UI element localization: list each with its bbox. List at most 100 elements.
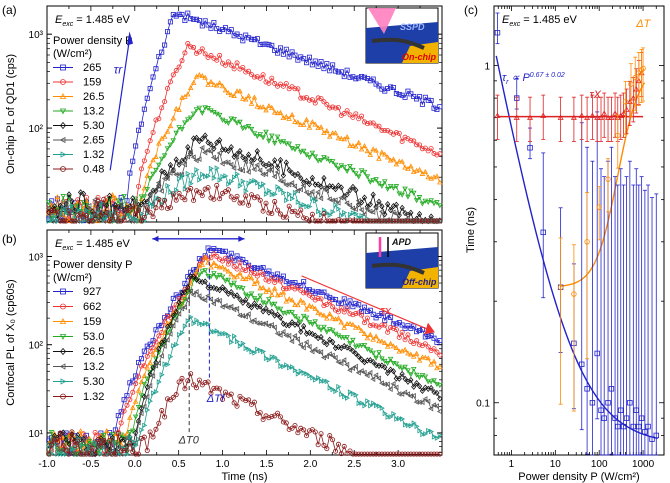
peak-width-arrowhead-left xyxy=(152,235,159,242)
data-point xyxy=(188,186,194,192)
data-point xyxy=(170,167,176,174)
data-point xyxy=(162,197,168,203)
data-point xyxy=(228,250,234,256)
data-point xyxy=(271,301,278,307)
data-point xyxy=(106,192,113,199)
tau-x-label: τX xyxy=(589,89,601,101)
data-point xyxy=(246,264,252,270)
data-point xyxy=(419,399,425,406)
data-point xyxy=(200,321,206,328)
data-point xyxy=(202,18,208,24)
y-tick-label: 10³ xyxy=(29,252,44,263)
data-point xyxy=(399,329,405,335)
data-point xyxy=(127,397,133,403)
data-point xyxy=(437,451,443,457)
legend-entry: 26.5 xyxy=(53,346,104,358)
data-point xyxy=(286,115,292,121)
data-point xyxy=(304,60,310,66)
data-point xyxy=(271,141,278,147)
data-point xyxy=(168,353,174,360)
data-point xyxy=(411,323,417,329)
data-point xyxy=(203,173,209,180)
data-point xyxy=(295,371,301,377)
data-point xyxy=(214,328,220,334)
data-point xyxy=(176,305,182,311)
x-tick-label: 100 xyxy=(591,459,608,470)
data-point xyxy=(379,218,385,224)
data-point xyxy=(245,311,251,317)
data-point xyxy=(258,347,264,354)
data-point xyxy=(190,111,197,117)
data-point xyxy=(428,405,434,412)
data-point xyxy=(234,120,240,126)
data-point xyxy=(148,398,154,404)
data-point xyxy=(176,161,182,168)
data-point xyxy=(272,191,278,198)
data-point xyxy=(182,120,188,126)
data-point xyxy=(399,192,405,198)
data-point xyxy=(289,364,295,370)
data-point xyxy=(405,391,411,397)
data-point xyxy=(208,148,214,155)
data-point xyxy=(103,427,110,433)
data-point xyxy=(283,81,289,87)
data-point xyxy=(115,218,121,224)
data-point xyxy=(162,361,168,367)
data-point xyxy=(260,284,266,290)
data-point xyxy=(339,391,345,398)
data-point xyxy=(385,86,391,92)
data-point xyxy=(589,400,596,406)
data-point xyxy=(309,150,316,156)
data-point xyxy=(636,423,642,430)
data-point xyxy=(379,356,385,362)
legend-label: 26.5 xyxy=(83,91,104,103)
data-point xyxy=(382,364,388,371)
data-point xyxy=(63,218,69,224)
data-point xyxy=(309,322,316,328)
data-point xyxy=(618,407,624,413)
data-point xyxy=(77,428,84,434)
data-point xyxy=(113,208,119,215)
data-point xyxy=(135,419,141,426)
data-point xyxy=(124,430,130,436)
data-point xyxy=(156,420,162,426)
data-point xyxy=(326,196,332,202)
data-point xyxy=(243,398,249,404)
data-point xyxy=(95,198,101,204)
data-point xyxy=(234,153,240,160)
data-point xyxy=(330,209,336,215)
data-point xyxy=(315,289,321,295)
data-point xyxy=(136,360,142,366)
data-point xyxy=(286,181,292,188)
data-point xyxy=(75,212,81,218)
data-point xyxy=(51,218,57,224)
data-point xyxy=(436,408,442,415)
data-point xyxy=(289,209,295,215)
data-point xyxy=(263,200,269,206)
data-point xyxy=(304,371,310,377)
data-point xyxy=(92,212,98,218)
data-point xyxy=(297,121,304,127)
legend-title-units: (W/cm²) xyxy=(53,272,92,284)
data-point xyxy=(353,392,359,398)
data-point xyxy=(425,355,431,361)
data-point xyxy=(384,154,391,160)
data-point xyxy=(376,218,382,224)
data-point xyxy=(321,303,327,309)
data-point xyxy=(309,97,315,103)
data-point xyxy=(367,357,373,364)
data-point xyxy=(365,398,371,404)
data-point xyxy=(347,448,353,454)
data-point xyxy=(165,361,171,368)
data-point xyxy=(419,354,426,360)
data-point xyxy=(205,173,211,179)
data-point xyxy=(196,18,202,24)
data-point xyxy=(202,278,208,285)
data-point xyxy=(298,207,304,213)
data-point xyxy=(161,343,167,349)
data-point xyxy=(240,286,246,292)
data-point xyxy=(147,383,153,389)
data-point xyxy=(361,320,367,326)
data-point xyxy=(231,92,237,98)
data-point xyxy=(338,69,344,75)
